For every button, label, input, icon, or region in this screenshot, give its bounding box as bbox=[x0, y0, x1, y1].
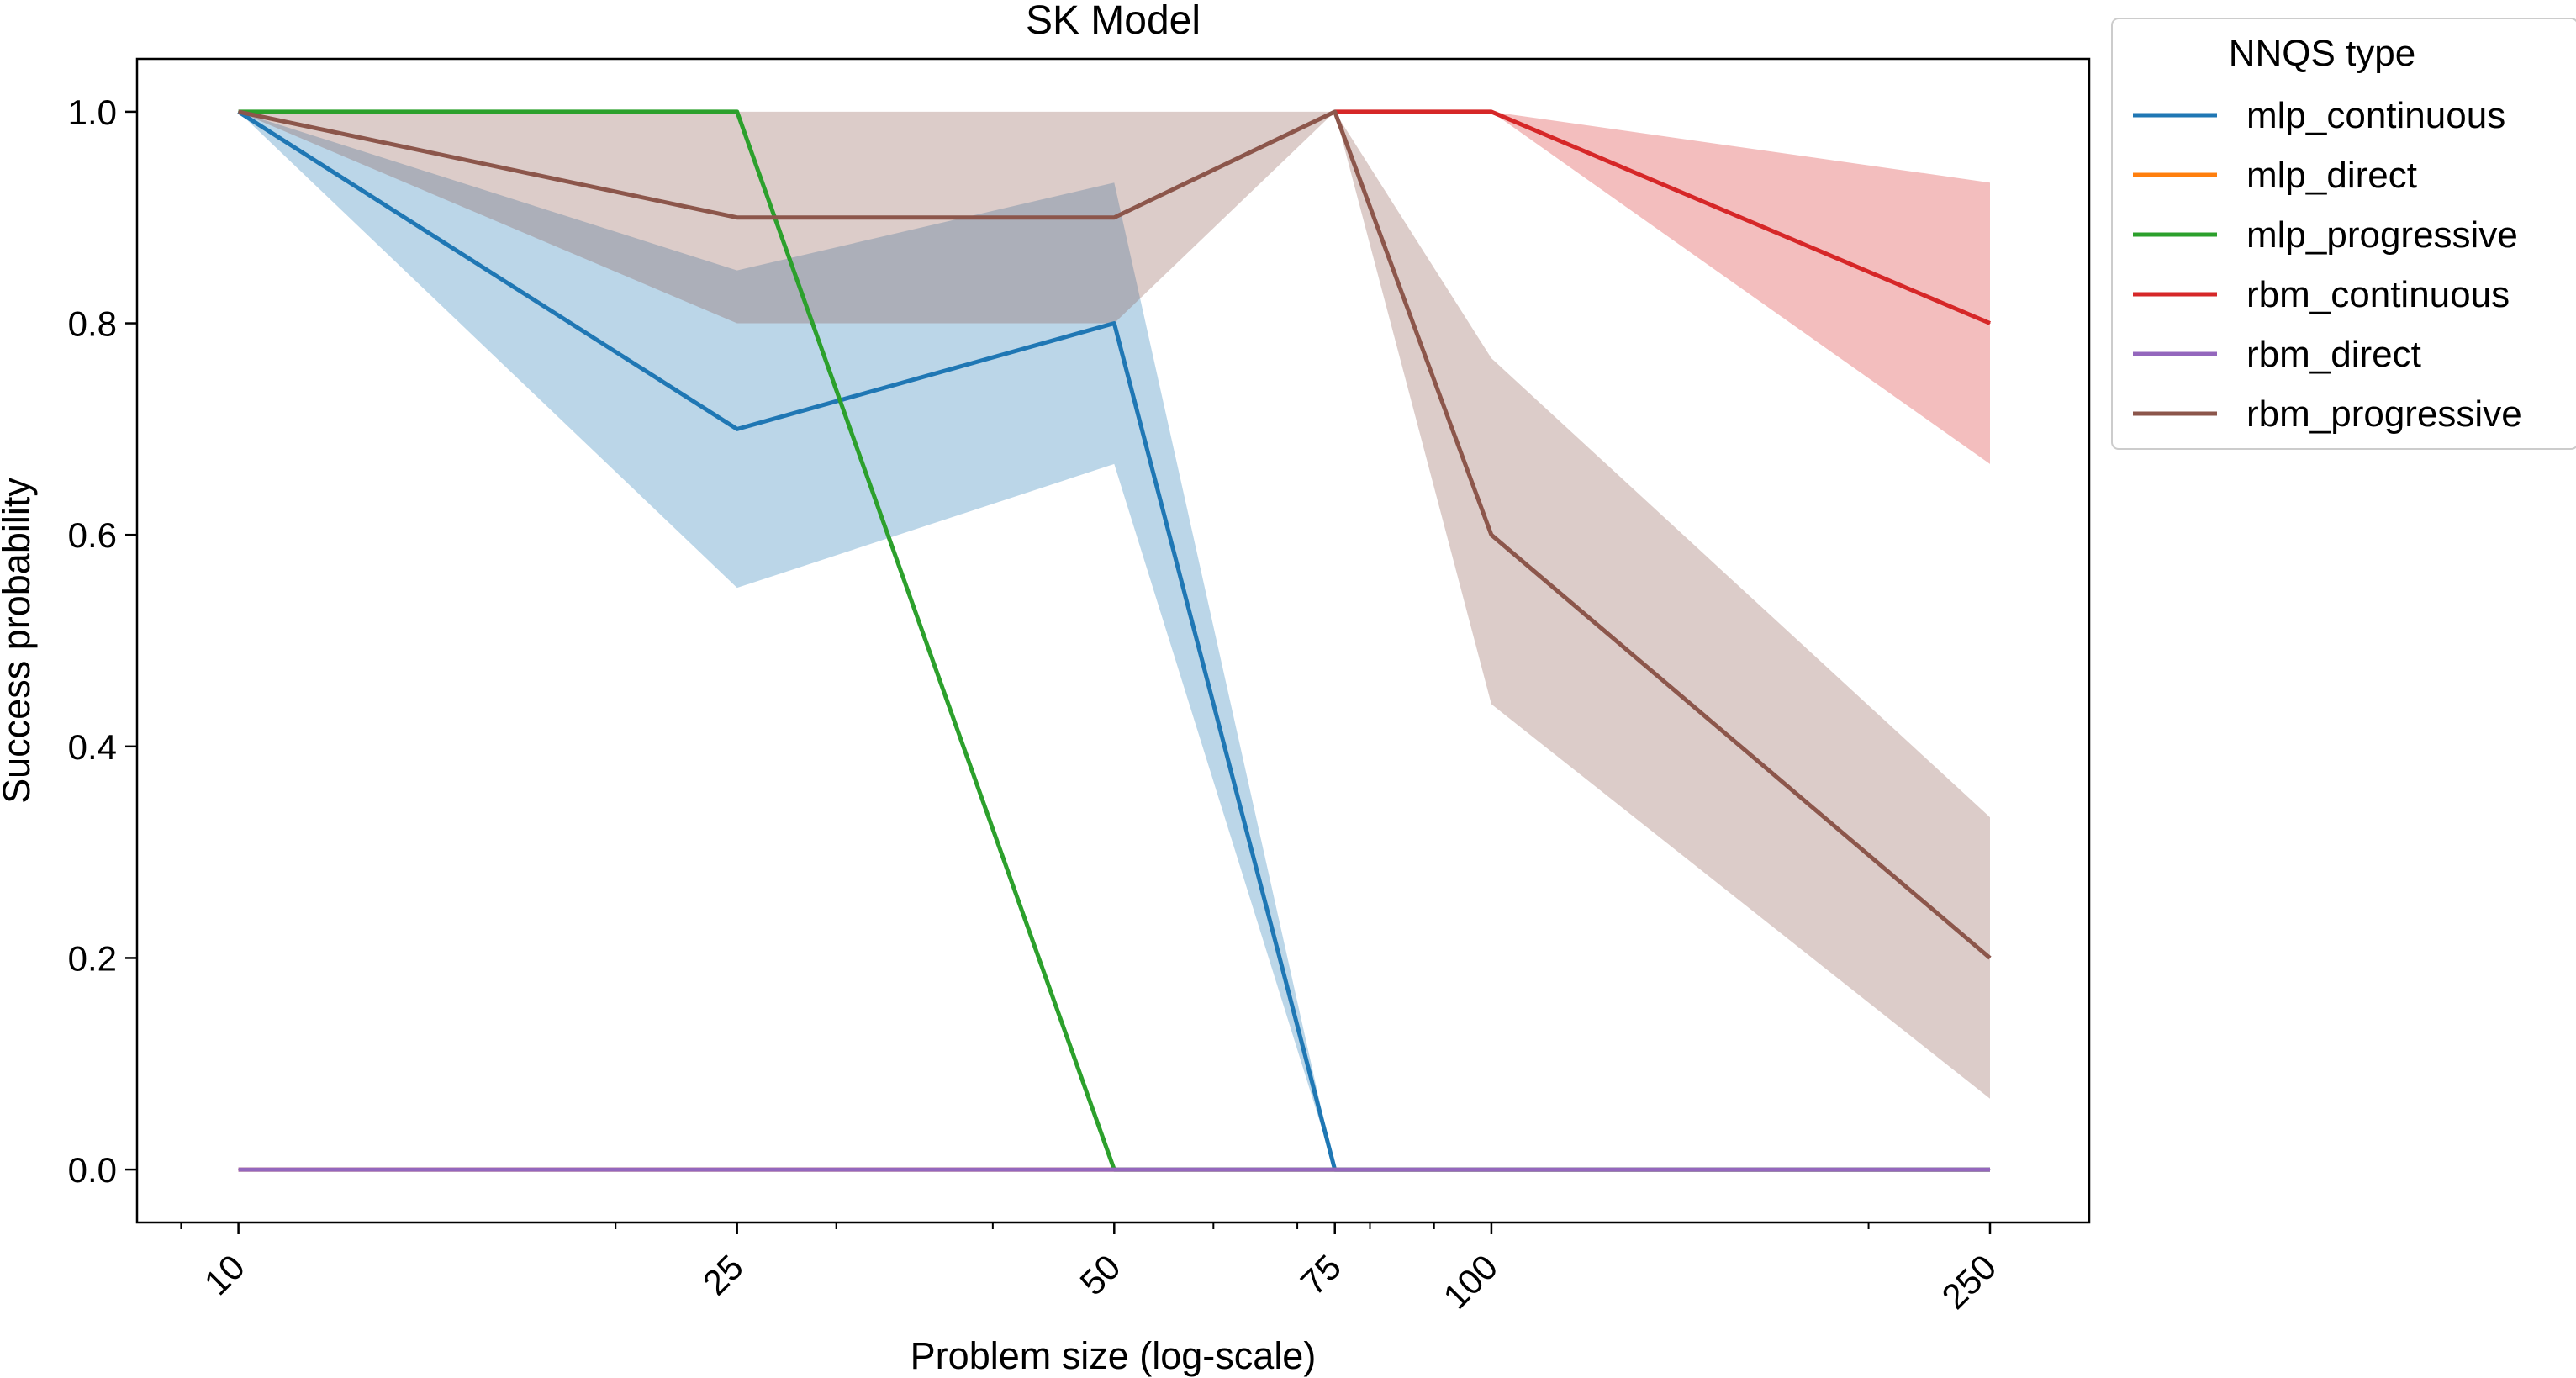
point-rbm-progressive bbox=[1113, 217, 1115, 219]
band-mlp-continuous bbox=[238, 111, 1990, 1170]
legend-box bbox=[2111, 18, 2576, 450]
point-mlp-continuous bbox=[736, 428, 738, 430]
point-rbm-direct bbox=[736, 1169, 738, 1170]
legend: NNQS type mlp_continuous mlp_direct mlp_pr… bbox=[2111, 18, 2576, 450]
x-tick-label: 250 bbox=[1935, 1247, 2004, 1317]
point-rbm-direct bbox=[1989, 1169, 1991, 1170]
y-tick-label: 0.4 bbox=[68, 727, 117, 767]
x-axis-ticks: 10 25 50 75 100 250 bbox=[180, 1222, 2004, 1317]
y-tick-label: 0.0 bbox=[68, 1150, 117, 1190]
x-tick-label: 75 bbox=[1293, 1247, 1349, 1302]
y-tick-label: 0.8 bbox=[68, 304, 117, 344]
point-rbm-direct bbox=[1113, 1169, 1115, 1170]
legend-label-rbm-continuous: rbm_continuous bbox=[2246, 274, 2510, 315]
legend-items: mlp_continuous mlp_direct mlp_progressiver… bbox=[2133, 95, 2522, 435]
series-lines bbox=[237, 109, 1992, 1172]
point-rbm-continuous bbox=[1989, 323, 1991, 324]
band-rbm-progressive bbox=[238, 111, 1990, 1099]
x-tick-label: 25 bbox=[695, 1247, 751, 1302]
chart-title: SK Model bbox=[1026, 0, 1201, 43]
point-rbm-progressive bbox=[238, 111, 240, 113]
y-tick-label: 0.6 bbox=[68, 515, 117, 555]
x-tick-label: 10 bbox=[197, 1247, 252, 1302]
legend-label-mlp-direct: mlp_direct bbox=[2246, 155, 2417, 196]
point-mlp-continuous bbox=[1113, 323, 1115, 324]
x-tick-label: 100 bbox=[1436, 1247, 1506, 1317]
band-rbm-continuous bbox=[1334, 111, 1990, 464]
point-rbm-direct bbox=[238, 1169, 240, 1170]
y-axis-ticks: 0.0 0.2 0.4 0.6 0.8 1.0 bbox=[68, 92, 137, 1190]
legend-label-rbm-direct: rbm_direct bbox=[2246, 334, 2421, 375]
plot-frame bbox=[135, 57, 2091, 1224]
legend-label-mlp-continuous: mlp_continuous bbox=[2246, 95, 2505, 136]
y-tick-label: 1.0 bbox=[68, 92, 117, 132]
legend-label-mlp-progressive: mlp_progressive bbox=[2246, 214, 2518, 256]
legend-label-rbm-progressive: rbm_progressive bbox=[2246, 393, 2522, 435]
point-rbm-progressive bbox=[736, 217, 738, 219]
x-axis-label: Problem size (log-scale) bbox=[911, 1334, 1317, 1377]
y-axis-label: Success probability bbox=[0, 478, 38, 804]
x-tick-label: 50 bbox=[1072, 1247, 1127, 1302]
confidence-bands bbox=[238, 111, 1990, 1170]
legend-title: NNQS type bbox=[2229, 33, 2416, 74]
point-rbm-direct bbox=[1334, 1169, 1336, 1170]
y-tick-label: 0.2 bbox=[68, 938, 117, 978]
point-mlp-progressive bbox=[736, 111, 738, 113]
point-rbm-progressive bbox=[1334, 111, 1336, 113]
line-rbm-progressive bbox=[238, 109, 1992, 960]
